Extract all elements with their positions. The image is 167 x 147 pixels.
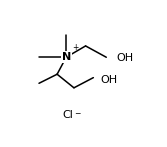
Text: N: N <box>62 52 71 62</box>
Text: OH: OH <box>101 75 118 85</box>
Text: OH: OH <box>116 53 133 63</box>
Text: Cl: Cl <box>62 110 73 120</box>
Text: −: − <box>74 109 80 118</box>
Text: +: + <box>72 43 78 52</box>
